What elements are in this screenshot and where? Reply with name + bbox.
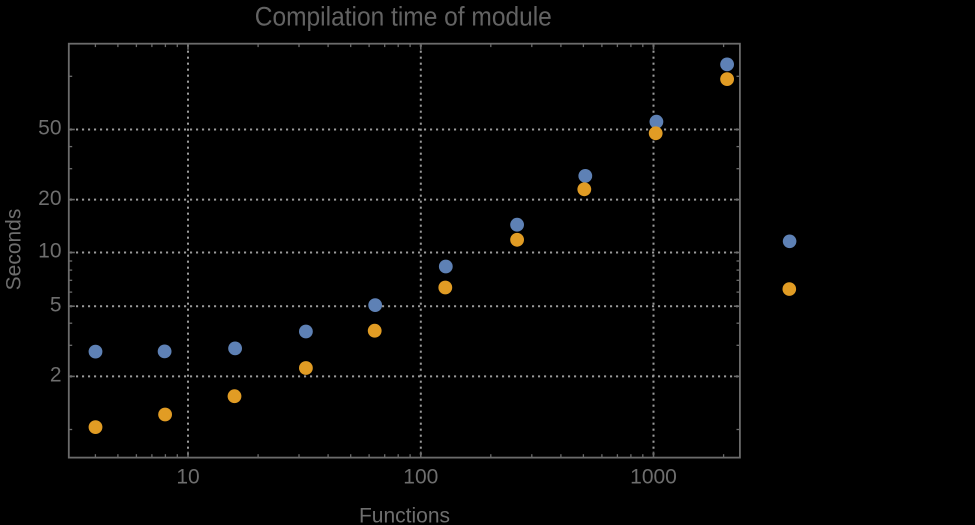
svg-text:10: 10 [38, 240, 61, 263]
svg-text:1000: 1000 [630, 466, 677, 489]
svg-text:100: 100 [403, 466, 438, 489]
svg-text:50: 50 [38, 117, 61, 140]
svg-text:Compilation time of module: Compilation time of module [255, 1, 552, 31]
svg-text:5: 5 [50, 293, 62, 316]
svg-text:Seconds: Seconds [3, 209, 26, 291]
svg-text:10: 10 [176, 466, 199, 489]
svg-text:Functions: Functions [359, 505, 450, 525]
svg-text:2: 2 [50, 364, 62, 387]
svg-text:20: 20 [38, 187, 61, 210]
